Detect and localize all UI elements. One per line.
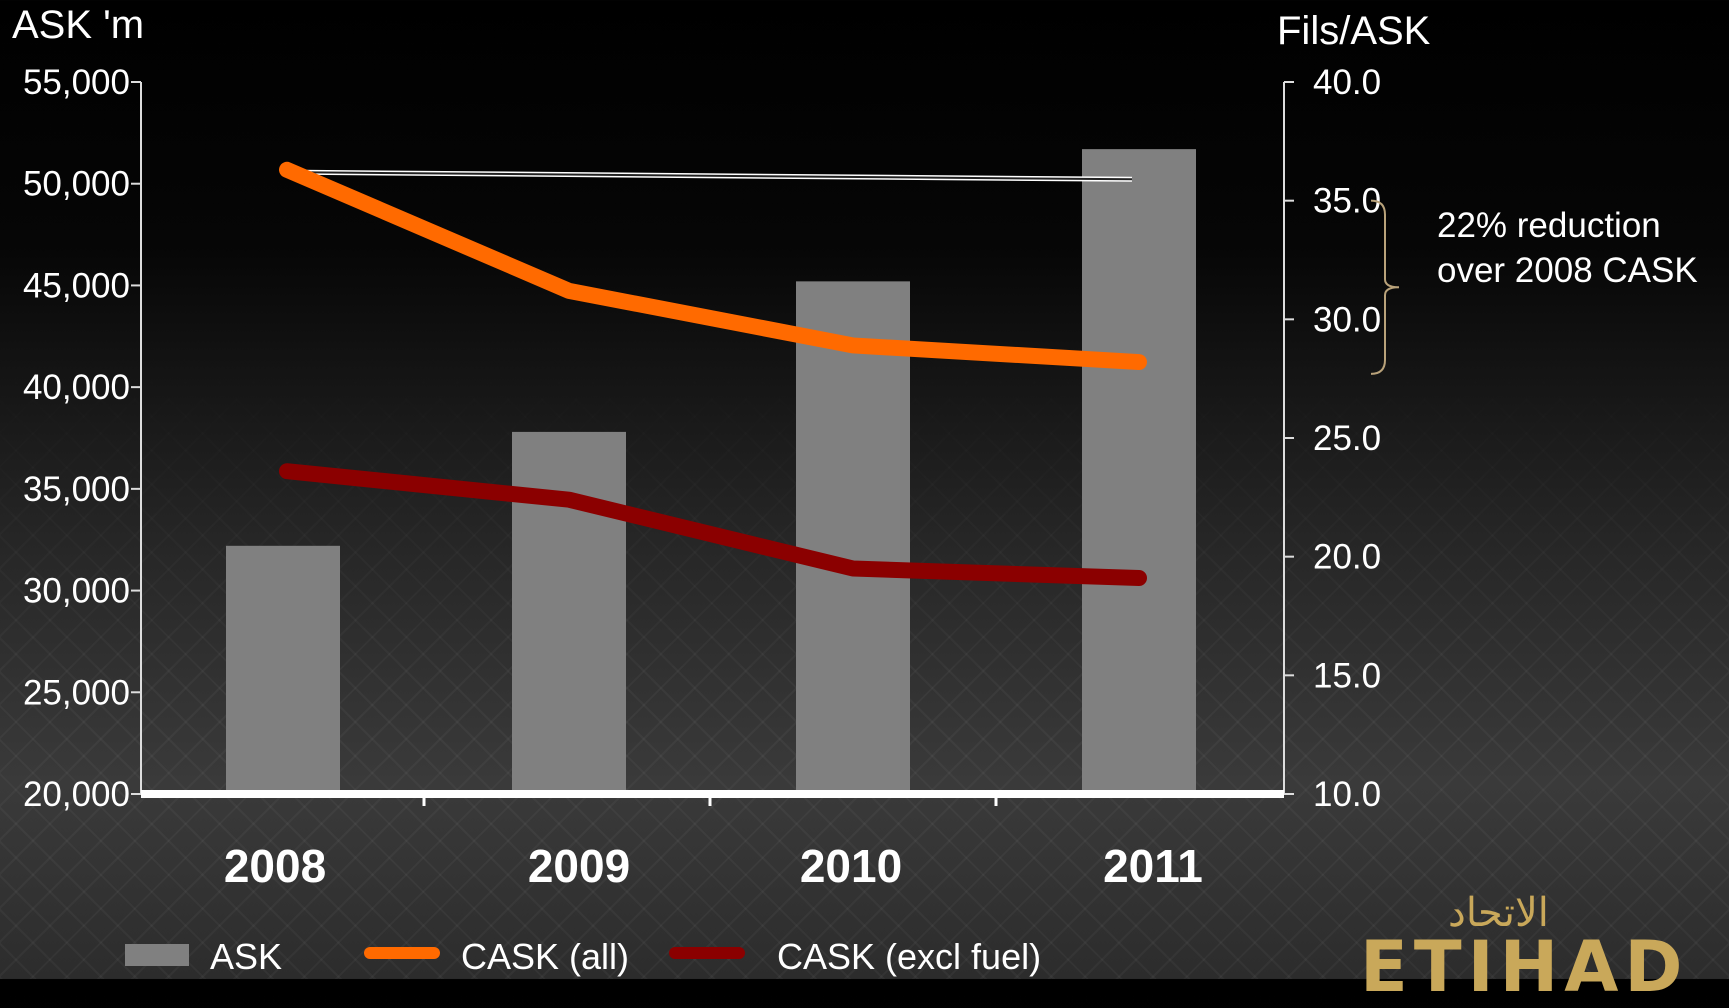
reference-line-inner (286, 171, 1133, 181)
reference-line-group (286, 169, 1133, 182)
right-tick-label: 30.0 (1313, 300, 1381, 339)
annotation-text-line1: 22% reduction (1437, 206, 1661, 245)
right-tick-label: 10.0 (1313, 775, 1381, 814)
bar-ask-2009 (512, 431, 626, 794)
legend-label-2: CASK (excl fuel) (777, 936, 1041, 977)
right-tick-label: 15.0 (1313, 656, 1381, 695)
left-axis-title: ASK 'm (12, 3, 144, 47)
left-tick-label: 45,000 (23, 266, 130, 305)
bar-ask-2008 (226, 545, 340, 794)
lines-group (279, 161, 1147, 587)
line-series-0 (279, 161, 1147, 371)
logo-arabic-text: الاتحاد (1448, 890, 1549, 936)
left-tick-label: 55,000 (23, 63, 130, 102)
bar-ask-2011 (1082, 149, 1196, 795)
legend-group: ASK CASK (all) CASK (excl fuel) (125, 936, 1041, 977)
right-tick-label: 25.0 (1313, 419, 1381, 458)
etihad-logo: الاتحاد ETIHAD (1340, 890, 1720, 1008)
logo-latin-text: ETIHAD (1360, 926, 1689, 1008)
annotation-text-line2: over 2008 CASK (1437, 251, 1698, 290)
right-tick-label: 40.0 (1313, 63, 1381, 102)
left-tick-label: 20,000 (23, 775, 130, 814)
left-tick-label: 25,000 (23, 673, 130, 712)
bars-group (226, 149, 1196, 795)
chart: 55,000 50,000 45,000 40,000 35,000 30,000 25,0… (12, 3, 1698, 977)
category-label-2009: 2009 (528, 840, 630, 892)
left-tick-label: 35,000 (23, 470, 130, 509)
left-tick-label: 30,000 (23, 572, 130, 611)
right-axis-title: Fils/ASK (1277, 9, 1431, 53)
category-label-2011: 2011 (1103, 840, 1203, 892)
annotation-bracket (1370, 199, 1400, 375)
legend-label-0: ASK (210, 936, 282, 977)
category-label-2010: 2010 (800, 840, 902, 892)
left-tick-label: 50,000 (23, 165, 130, 204)
right-tick-label: 20.0 (1313, 538, 1381, 577)
axes-group (131, 81, 1294, 806)
labels-group: 55,000 50,000 45,000 40,000 35,000 30,000 25,0… (12, 3, 1431, 892)
right-tick-label: 35.0 (1313, 182, 1381, 221)
bar-ask-2010 (796, 281, 910, 794)
category-label-2008: 2008 (224, 840, 326, 892)
annotation-group: 22% reduction over 2008 CASK (1370, 199, 1698, 375)
line-series-1 (279, 463, 1147, 587)
left-tick-label: 40,000 (23, 368, 130, 407)
legend-label-1: CASK (all) (461, 936, 629, 977)
legend-swatch-ask (125, 944, 189, 966)
